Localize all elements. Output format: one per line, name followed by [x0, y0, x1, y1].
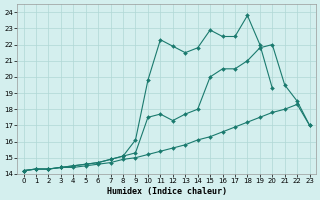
X-axis label: Humidex (Indice chaleur): Humidex (Indice chaleur)	[107, 187, 227, 196]
